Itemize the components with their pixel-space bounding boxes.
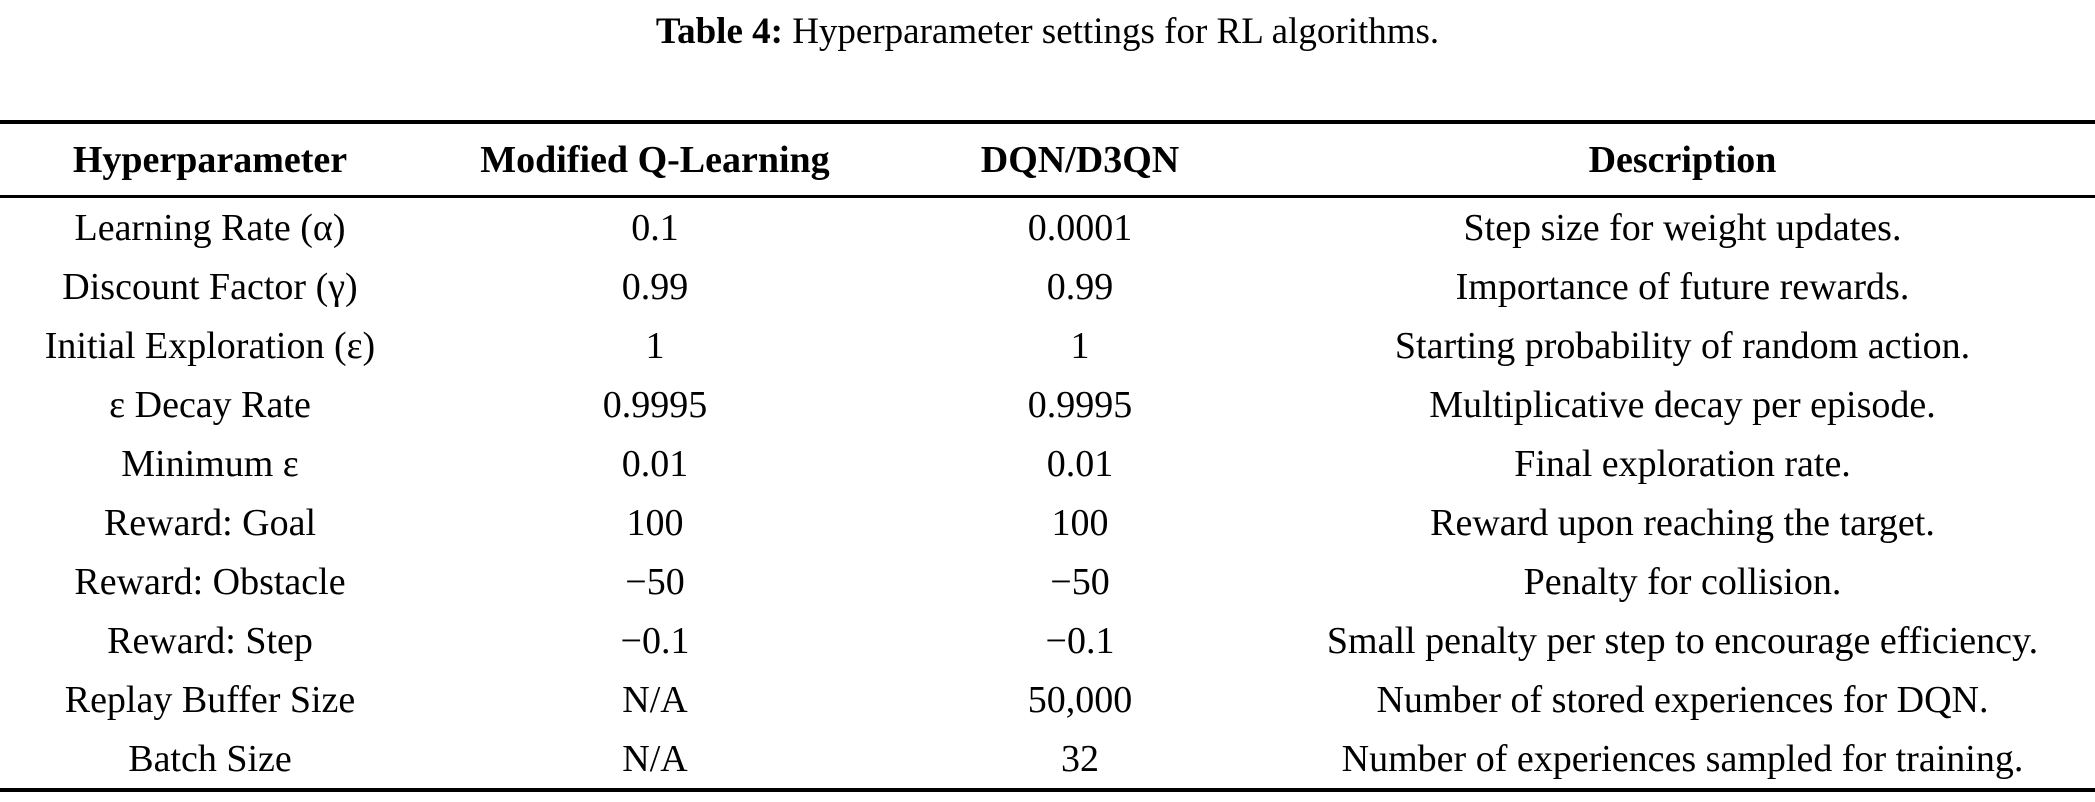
cell-description: Small penalty per step to encourage effi… (1326, 619, 2039, 662)
column-header-hyperparameter: Hyperparameter (0, 122, 420, 198)
cell-hyperparameter: Minimum ε (121, 442, 299, 485)
table-row: ε Decay Rate 0.9995 0.9995 Multiplicativ… (0, 375, 2095, 434)
cell-modified-q-learning: 100 (626, 501, 684, 544)
header-row: Hyperparameter Modified Q-Learning DQN/D… (0, 122, 2095, 198)
caption-label: Table 4: (655, 11, 783, 52)
cell-modified-q-learning: 0.1 (631, 206, 679, 249)
cell-hyperparameter: Batch Size (128, 737, 292, 780)
cell-description: Importance of future rewards. (1455, 265, 1910, 308)
cell-dqn-d3qn: 100 (1051, 501, 1109, 544)
table-row: Reward: Step −0.1 −0.1 Small penalty per… (0, 611, 2095, 670)
table-row: Batch Size N/A 32 Number of experiences … (0, 729, 2095, 790)
cell-hyperparameter: Initial Exploration (ε) (44, 324, 376, 367)
cell-dqn-d3qn: −50 (1050, 560, 1110, 603)
cell-dqn-d3qn: 50,000 (1027, 678, 1133, 721)
cell-description: Final exploration rate. (1514, 442, 1851, 485)
cell-dqn-d3qn: 1 (1070, 324, 1090, 367)
cell-hyperparameter: Learning Rate (α) (74, 206, 346, 249)
cell-hyperparameter: ε Decay Rate (109, 383, 311, 426)
cell-dqn-d3qn: 0.0001 (1027, 206, 1133, 249)
cell-description: Number of stored experiences for DQN. (1376, 678, 1989, 721)
cell-description: Reward upon reaching the target. (1430, 501, 1935, 544)
cell-description: Starting probability of random action. (1394, 324, 1971, 367)
table-row: Initial Exploration (ε) 1 1 Starting pro… (0, 316, 2095, 375)
cell-hyperparameter: Discount Factor (γ) (62, 265, 358, 308)
table-row: Reward: Goal 100 100 Reward upon reachin… (0, 493, 2095, 552)
cell-hyperparameter: Replay Buffer Size (64, 678, 356, 721)
table-caption: Table 4: Hyperparameter settings for RL … (0, 6, 2095, 58)
cell-modified-q-learning: −50 (625, 560, 685, 603)
cell-modified-q-learning: 1 (645, 324, 665, 367)
cell-dqn-d3qn: 0.01 (1046, 442, 1114, 485)
cell-modified-q-learning: −0.1 (620, 619, 690, 662)
cell-description: Number of experiences sampled for traini… (1341, 737, 2024, 780)
table-row: Replay Buffer Size N/A 50,000 Number of … (0, 670, 2095, 729)
hyperparameter-table: Hyperparameter Modified Q-Learning DQN/D… (0, 120, 2095, 792)
column-header-description: Description (1270, 122, 2095, 198)
caption-text: Hyperparameter settings for RL algorithm… (792, 11, 1440, 52)
cell-hyperparameter: Reward: Goal (103, 501, 317, 544)
cell-hyperparameter: Reward: Step (107, 619, 313, 662)
cell-modified-q-learning: 0.01 (621, 442, 689, 485)
cell-description: Step size for weight updates. (1463, 206, 1902, 249)
cell-modified-q-learning: 0.9995 (602, 383, 708, 426)
cell-dqn-d3qn: 32 (1061, 737, 1099, 780)
cell-description: Penalty for collision. (1523, 560, 1842, 603)
table-row: Learning Rate (α) 0.1 0.0001 Step size f… (0, 197, 2095, 258)
cell-modified-q-learning: N/A (622, 737, 688, 780)
cell-hyperparameter: Reward: Obstacle (74, 560, 346, 603)
cell-dqn-d3qn: 0.99 (1046, 265, 1114, 308)
cell-modified-q-learning: N/A (622, 678, 688, 721)
cell-modified-q-learning: 0.99 (621, 265, 689, 308)
column-header-modified-q-learning: Modified Q-Learning (420, 122, 890, 198)
column-header-dqn-d3qn: DQN/D3QN (890, 122, 1270, 198)
cell-description: Multiplicative decay per episode. (1429, 383, 1936, 426)
table-row: Reward: Obstacle −50 −50 Penalty for col… (0, 552, 2095, 611)
table-row: Discount Factor (γ) 0.99 0.99 Importance… (0, 257, 2095, 316)
cell-dqn-d3qn: 0.9995 (1027, 383, 1133, 426)
cell-dqn-d3qn: −0.1 (1045, 619, 1115, 662)
table-row: Minimum ε 0.01 0.01 Final exploration ra… (0, 434, 2095, 493)
